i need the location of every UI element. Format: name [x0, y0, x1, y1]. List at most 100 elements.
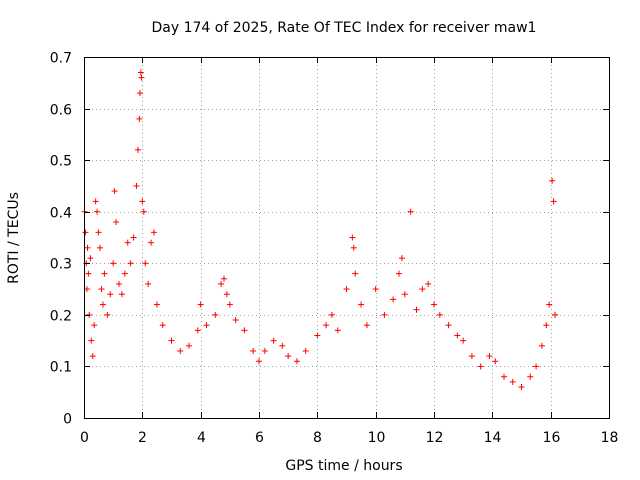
data-point [241, 327, 248, 334]
data-point [91, 322, 98, 329]
data-point [118, 291, 125, 298]
y-axis-ticks: 0 0.1 0.2 0.3 0.4 0.5 0.6 0.7 [50, 51, 609, 428]
x-tick-label: 0 [80, 430, 89, 446]
data-point [87, 255, 94, 262]
data-point [486, 353, 493, 360]
y-axis-title: ROTI / TECUs [6, 192, 22, 284]
data-point [177, 347, 184, 354]
data-point [390, 296, 397, 303]
data-point [381, 311, 388, 318]
y-tick-label: 0.7 [50, 51, 72, 67]
data-point [139, 198, 146, 205]
data-point [352, 270, 359, 277]
data-point [527, 373, 534, 380]
data-point [549, 177, 556, 184]
data-point [101, 270, 108, 277]
x-tick-label: 18 [601, 430, 619, 446]
data-point [88, 337, 95, 344]
data-point [232, 317, 239, 324]
data-point [86, 311, 93, 318]
data-point [136, 115, 143, 122]
data-point [223, 291, 230, 298]
data-point [398, 255, 405, 262]
data-point [350, 244, 357, 251]
data-point [140, 208, 147, 215]
y-tick-label: 0.1 [50, 360, 72, 376]
data-point [407, 208, 414, 215]
data-point [431, 301, 437, 308]
x-tick-label: 14 [484, 430, 502, 446]
data-point [396, 270, 402, 277]
data-point [454, 332, 461, 339]
y-tick-label: 0.2 [50, 309, 72, 325]
x-tick-label: 4 [197, 430, 206, 446]
data-point [436, 311, 443, 318]
data-point [92, 198, 99, 205]
grid-lines [84, 57, 609, 418]
data-point [425, 280, 432, 287]
data-point [111, 188, 118, 195]
data-point [82, 229, 89, 236]
x-axis-ticks: 0 2 4 6 8 10 12 14 16 18 [80, 57, 618, 446]
data-point [133, 182, 140, 189]
data-point [349, 234, 356, 241]
data-point [314, 332, 321, 339]
data-point [538, 342, 545, 349]
data-point [328, 311, 335, 318]
data-point [168, 337, 175, 344]
data-point [94, 208, 101, 215]
data-point [343, 286, 350, 293]
data-point [197, 301, 204, 308]
data-point [334, 327, 341, 334]
data-point [148, 239, 155, 246]
data-point [261, 347, 268, 354]
data-point [552, 311, 559, 318]
x-tick-label: 6 [255, 430, 264, 446]
data-point [142, 260, 149, 267]
data-point [460, 337, 467, 344]
y-tick-label: 0 [63, 412, 72, 428]
data-point [468, 353, 475, 360]
data-point [221, 275, 227, 282]
data-point [358, 301, 365, 308]
data-point [153, 301, 160, 308]
y-tick-label: 0.4 [50, 206, 72, 222]
data-point [89, 353, 96, 360]
x-tick-label: 16 [543, 430, 561, 446]
data-point [110, 260, 117, 267]
data-point [363, 322, 370, 329]
y-tick-label: 0.5 [50, 154, 72, 170]
data-point [95, 229, 102, 236]
data-point [546, 301, 553, 308]
data-point [159, 322, 166, 329]
data-point [256, 358, 262, 365]
data-point [477, 363, 484, 370]
y-tick-label: 0.3 [50, 257, 72, 273]
data-point [84, 244, 91, 251]
x-axis-title: GPS time / hours [285, 458, 402, 474]
data-point [151, 229, 157, 236]
data-point [138, 74, 145, 81]
data-point [302, 347, 309, 354]
data-point [116, 280, 122, 287]
data-point [401, 291, 408, 298]
data-point [203, 322, 210, 329]
data-point [212, 311, 219, 318]
plot-frame [84, 57, 610, 419]
data-point [492, 358, 499, 365]
data-point [323, 322, 330, 329]
data-point [501, 373, 507, 380]
data-point [97, 244, 104, 251]
data-point [285, 353, 292, 360]
data-point [509, 378, 516, 385]
data-point [145, 280, 152, 287]
x-tick-label: 12 [426, 430, 444, 446]
data-point [543, 322, 550, 329]
data-point [518, 384, 525, 391]
data-point [99, 301, 106, 308]
data-point [194, 327, 201, 334]
data-point [137, 69, 144, 76]
data-point [293, 358, 300, 365]
